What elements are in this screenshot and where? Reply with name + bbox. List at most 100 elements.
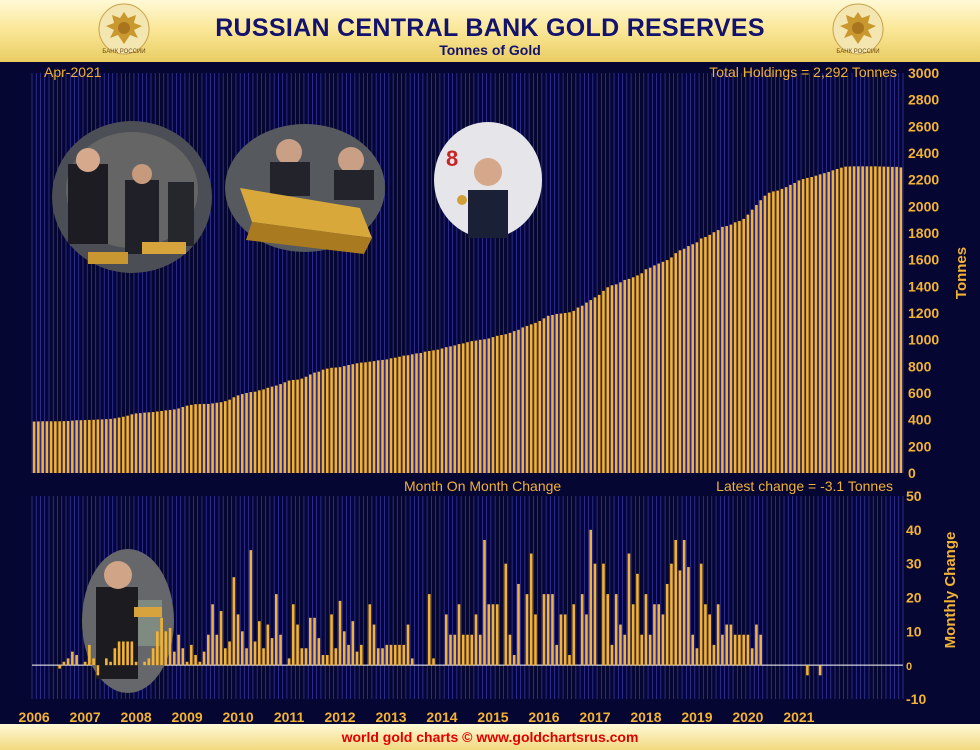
change-bar	[699, 563, 703, 666]
holdings-bar	[389, 358, 393, 473]
change-bar	[185, 661, 189, 666]
change-bar	[376, 648, 380, 666]
photo-putin-gold-bars	[52, 121, 212, 273]
holdings-bar	[691, 244, 695, 473]
holdings-bar	[852, 166, 856, 473]
holdings-y-tick-label: 1000	[908, 332, 939, 348]
holdings-bar	[185, 405, 189, 473]
holdings-bar	[725, 226, 728, 473]
holdings-bar	[130, 414, 134, 473]
change-bar	[304, 648, 308, 666]
holdings-bar	[334, 367, 338, 473]
holdings-bar	[878, 166, 881, 473]
change-bar	[232, 577, 236, 666]
change-bar	[215, 634, 219, 666]
change-bar	[347, 644, 350, 666]
holdings-bar	[733, 222, 737, 473]
holdings-y-tick-label: 2200	[908, 172, 939, 188]
photo-putin-holding-bar	[82, 549, 174, 693]
change-bar	[674, 539, 678, 666]
holdings-bar	[687, 246, 690, 473]
change-bar	[249, 550, 253, 666]
holdings-bar	[886, 166, 890, 473]
change-bar	[631, 604, 635, 666]
holdings-bar	[801, 179, 805, 473]
holdings-bar	[232, 397, 236, 473]
holdings-bar	[338, 367, 342, 473]
holdings-bar	[716, 230, 720, 473]
photo-medvedev-gold-coin: 8	[434, 122, 542, 238]
holdings-bar	[695, 242, 699, 473]
latest-change-label: Latest change = -3.1 Tonnes	[716, 478, 893, 494]
holdings-bar	[381, 359, 384, 473]
holdings-bar	[177, 408, 180, 473]
holdings-y-tick-label: 400	[908, 412, 932, 428]
holdings-bar	[525, 325, 529, 473]
holdings-bar	[88, 419, 91, 473]
change-bar	[665, 583, 669, 666]
header-banner: БАНК РОССИИ БАНК РОССИИ RUSSIAN CENTRAL …	[0, 0, 980, 62]
change-bar	[130, 641, 134, 666]
labels-layer: Apr-2021 Total Holdings = 2,292 Tonnes M…	[44, 64, 970, 648]
holdings-bar	[640, 273, 644, 473]
holdings-bar	[160, 411, 163, 473]
change-bar	[504, 563, 508, 666]
holdings-bar	[45, 421, 49, 473]
change-bar	[83, 661, 87, 666]
axis-ticks-layer: 0200400600800100012001400160018002000220…	[19, 65, 940, 725]
change-bar	[670, 563, 673, 666]
holdings-y-tick-label: 600	[908, 385, 932, 401]
change-bar	[88, 644, 91, 666]
holdings-bar	[207, 403, 210, 473]
chart-area: 8 Apr-2021 Total Holdings = 2,292 Tonnes…	[0, 62, 980, 725]
change-bar	[402, 644, 406, 666]
change-bar	[602, 563, 605, 666]
change-bar	[508, 634, 512, 666]
holdings-bar	[461, 343, 465, 473]
change-bar	[109, 661, 112, 666]
change-bar	[517, 583, 520, 666]
change-bar	[559, 614, 563, 666]
holdings-bar	[236, 395, 240, 473]
holdings-bar	[457, 344, 461, 473]
holdings-bar	[699, 238, 703, 473]
holdings-bar	[844, 166, 847, 473]
holdings-bar	[568, 312, 571, 473]
x-tick-label: 2021	[783, 709, 814, 724]
holdings-bar	[164, 410, 168, 473]
holdings-bar	[678, 250, 682, 473]
x-tick-label: 2007	[70, 709, 101, 724]
change-bar	[126, 641, 129, 666]
holdings-bar	[37, 421, 40, 473]
holdings-bar	[427, 351, 431, 473]
bank-of-russia-emblem-icon: БАНК РОССИИ	[98, 3, 150, 55]
holdings-bar	[134, 413, 138, 473]
change-bar	[71, 651, 74, 666]
change-bar	[806, 665, 809, 676]
change-bar	[190, 644, 193, 666]
holdings-bar	[636, 275, 639, 473]
change-bar	[483, 539, 486, 666]
change-y-tick-label: 40	[906, 522, 922, 538]
change-bar	[330, 614, 333, 666]
holdings-bar	[589, 300, 593, 473]
holdings-bar	[262, 389, 265, 473]
change-bar	[619, 624, 622, 666]
holdings-bar	[610, 285, 614, 473]
change-bar	[325, 655, 329, 666]
holdings-bar	[113, 418, 117, 473]
holdings-bar	[508, 332, 512, 473]
change-bar	[177, 634, 180, 666]
holdings-bar	[376, 360, 380, 473]
change-bar	[105, 658, 108, 666]
change-bar	[444, 614, 448, 666]
x-tick-label: 2016	[528, 709, 559, 724]
change-bar	[398, 644, 401, 666]
change-bar	[627, 553, 631, 666]
change-bar	[704, 604, 707, 666]
holdings-bar	[228, 399, 231, 473]
holdings-bar	[810, 177, 813, 473]
holdings-bar	[512, 331, 516, 473]
holdings-bars	[32, 166, 903, 473]
change-bar	[716, 604, 720, 666]
